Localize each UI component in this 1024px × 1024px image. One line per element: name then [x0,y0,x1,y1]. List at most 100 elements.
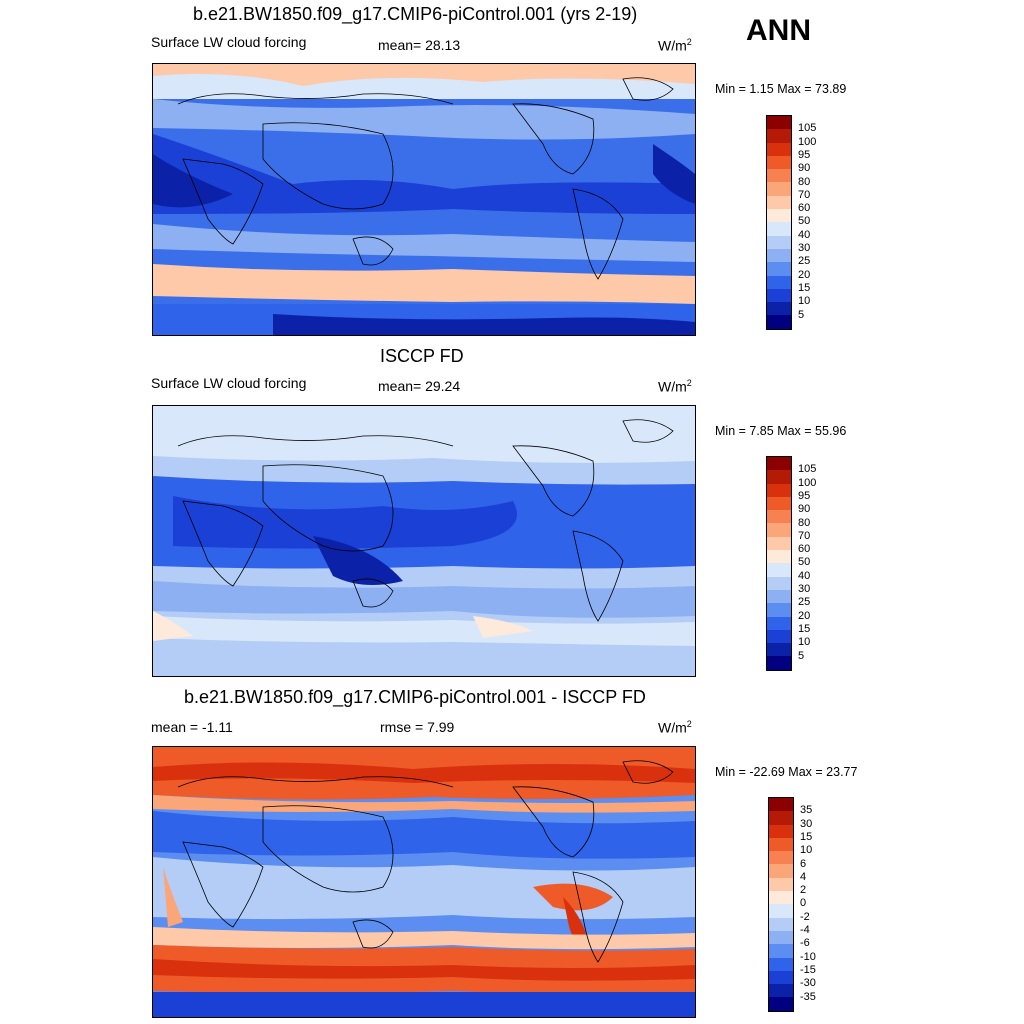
colorbar-tick-label: 25 [798,596,811,609]
colorbar-swatch [767,643,791,657]
colorbar-swatch [767,288,791,303]
panel-3-minmax: Min = -22.69 Max = 23.77 [715,765,858,779]
colorbar-tick-label: 60 [798,202,811,215]
colorbar-swatch [767,550,791,564]
colorbar-tick-label: -4 [800,924,810,936]
colorbar-swatch [767,116,791,130]
colorbar-swatch [769,864,793,878]
colorbar-swatch [767,182,791,196]
colorbar-swatch [767,576,791,590]
colorbar-swatch [769,930,793,945]
panel-1-colorbar [766,115,792,330]
colorbar-tick-label: -2 [800,910,810,923]
colorbar-swatch [769,997,793,1011]
colorbar-tick-label: 10 [798,295,811,308]
colorbar-swatch [769,957,793,971]
colorbar-tick-label: 40 [798,228,811,241]
colorbar-tick-label: 15 [798,622,811,635]
colorbar-swatch [767,470,791,484]
colorbar-tick-label: 95 [798,489,811,502]
panel-1-map-field [153,64,695,335]
colorbar-swatch [767,195,791,210]
colorbar-swatch [767,616,791,630]
panel-2-map [152,405,696,677]
colorbar-tick-label: 50 [798,556,811,569]
colorbar-swatch [767,483,791,497]
panel-3-map [152,746,696,1018]
colorbar-swatch [767,603,791,617]
colorbar-tick-label: 30 [800,817,813,830]
colorbar-swatch [767,496,791,511]
colorbar-swatch [769,891,793,905]
colorbar-tick-label: -6 [800,937,810,950]
colorbar-swatch [767,315,791,329]
colorbar-swatch [767,536,791,551]
panel-1-minmax: Min = 1.15 Max = 73.89 [715,82,847,96]
colorbar-swatch [767,169,791,183]
colorbar-tick-label: 15 [800,830,813,843]
colorbar-swatch [769,798,793,812]
colorbar-swatch [767,563,791,577]
panel-2-variable-label: Surface LW cloud forcing [151,375,307,391]
colorbar-tick-label: 80 [798,175,811,188]
colorbar-swatch [767,235,791,249]
colorbar-tick-label: 100 [798,135,817,148]
colorbar-tick-label: -35 [800,990,816,1003]
colorbar-swatch [769,851,793,865]
colorbar-swatch [767,129,791,143]
colorbar-swatch [769,811,793,825]
panel-3-mean-label: mean = -1.11 [151,719,233,735]
colorbar-swatch [767,656,791,670]
colorbar-tick-label: 30 [798,242,811,254]
colorbar-tick-label: 90 [798,503,811,516]
colorbar-swatch [767,155,791,170]
panel-1-variable-label: Surface LW cloud forcing [151,34,307,50]
colorbar-tick-label: 10 [800,844,813,857]
panel-3-units: W/m2 [658,719,692,736]
panel-2-minmax: Min = 7.85 Max = 55.96 [715,424,847,438]
colorbar-tick-label: 2 [800,884,807,897]
season-label: ANN [746,14,811,47]
colorbar-tick-label: 70 [798,529,811,542]
colorbar-swatch [769,917,793,931]
colorbar-tick-label: 30 [798,583,811,595]
colorbar-tick-label: 105 [798,122,817,135]
colorbar-tick-label: 20 [798,268,811,281]
colorbar-tick-label: 100 [798,476,817,489]
colorbar-swatch [769,877,793,892]
colorbar-swatch [767,589,791,604]
colorbar-swatch [769,904,793,918]
colorbar-swatch [767,209,791,223]
colorbar-swatch [769,837,793,852]
colorbar-tick-label: 15 [798,281,811,294]
colorbar-tick-label: 105 [798,463,817,476]
panel-2-colorbar [766,456,792,671]
colorbar-swatch [767,302,791,316]
panel-1-title: b.e21.BW1850.f09_g17.CMIP6-piControl.001… [193,4,638,24]
panel-3-map-field [153,747,695,1017]
panel-1-map [152,63,696,336]
colorbar-tick-label: -10 [800,950,816,963]
colorbar-swatch [769,984,793,998]
panel-1-units: W/m2 [658,37,692,54]
colorbar-tick-label: 50 [798,215,811,228]
colorbar-tick-label: 40 [798,569,811,582]
colorbar-tick-label: -15 [800,963,816,976]
colorbar-tick-label: 70 [798,188,811,201]
colorbar-swatch [767,262,791,276]
colorbar-tick-label: 0 [800,897,807,910]
colorbar-tick-label: 20 [798,609,811,622]
panel-3-title: b.e21.BW1850.f09_g17.CMIP6-piControl.001… [184,687,646,707]
colorbar-swatch [767,510,791,524]
colorbar-swatch [767,275,791,289]
colorbar-swatch [767,523,791,537]
colorbar-swatch [769,970,793,985]
colorbar-tick-label: 90 [798,162,811,175]
panel-2-mean-label: mean= 29.24 [378,378,461,394]
colorbar-tick-label: -30 [800,977,816,990]
panel-2-title: ISCCP FD [380,346,464,366]
colorbar-swatch [769,824,793,838]
colorbar-swatch [767,248,791,263]
colorbar-swatch [769,944,793,958]
colorbar-swatch [767,222,791,236]
